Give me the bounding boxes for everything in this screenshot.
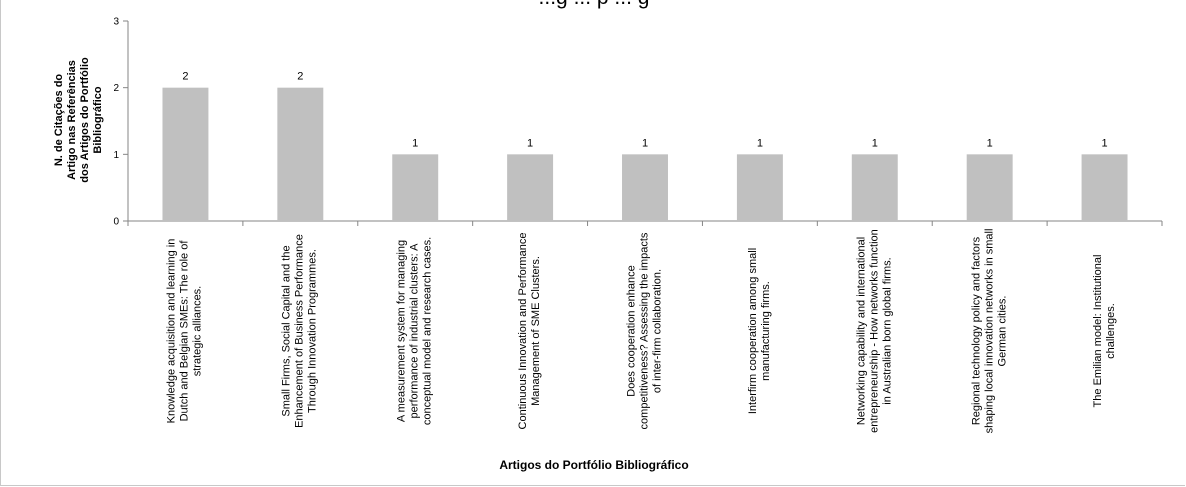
bar [507, 154, 554, 221]
bar [736, 154, 783, 221]
data-label: 1 [527, 137, 533, 149]
x-tick-label: Interfirm cooperation among small manufa… [746, 247, 772, 415]
x-tick-label: A measurement system for managing perfor… [395, 236, 434, 426]
data-label: 1 [642, 137, 648, 149]
data-label: 1 [987, 137, 993, 149]
chart-title: ...g ... p ... g [1, 0, 1186, 16]
y-tick-label: 1 [113, 150, 119, 161]
bar [622, 154, 668, 221]
bar [1081, 154, 1128, 221]
bar [966, 154, 1013, 221]
bar [851, 154, 898, 221]
data-label: 2 [297, 71, 303, 83]
data-label: 1 [1101, 137, 1107, 149]
data-label: 1 [872, 137, 878, 149]
x-axis-label: Artigos do Portfólio Bibliográfico [499, 458, 689, 472]
x-tick-label: Networking capability and international … [855, 229, 894, 433]
y-axis-label: N. de Citações do Artigo nas Referências… [53, 57, 104, 183]
y-tick-label: 2 [113, 83, 119, 94]
data-label: 1 [412, 137, 418, 149]
bar [392, 154, 439, 221]
x-tick-label: Does cooperation enhance competitiveness… [625, 232, 664, 430]
data-label: 1 [757, 137, 763, 149]
data-label: 2 [182, 71, 188, 83]
x-tick-label: Continuous Innovation and Performance Ma… [517, 232, 543, 430]
x-tick-label: Regional technology policy and factors s… [970, 228, 1009, 434]
x-tick-label: Knowledge acquisition and learning in Du… [165, 238, 204, 424]
x-tick-label: Small Firms, Social Capital and the Enha… [280, 234, 319, 428]
x-tick-label: The Emilian model: Institutional challen… [1091, 254, 1117, 408]
bar [277, 87, 324, 222]
y-tick-label: 3 [113, 17, 119, 28]
y-tick-label: 0 [113, 217, 119, 228]
bar [162, 87, 209, 222]
